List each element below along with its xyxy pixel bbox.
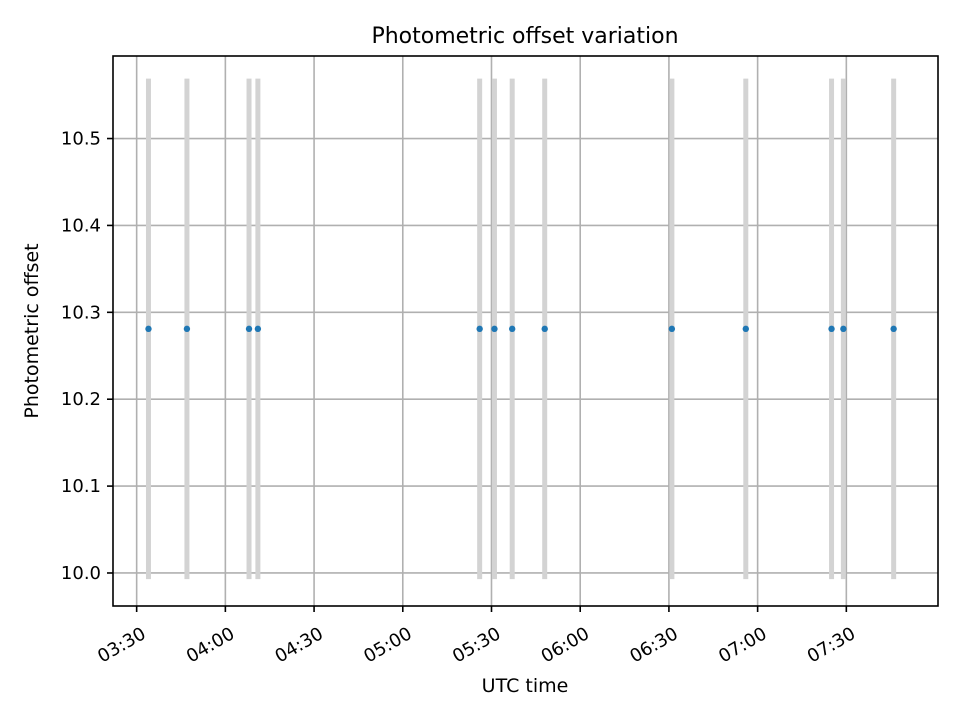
data-point — [508, 325, 516, 333]
data-point — [183, 325, 191, 333]
grid-lines — [113, 56, 938, 606]
x-tick-label: 07:00 — [715, 623, 770, 667]
chart-title: Photometric offset variation — [371, 24, 678, 49]
data-point — [145, 325, 152, 333]
data-point — [742, 325, 749, 333]
x-tick-label: 05:00 — [360, 623, 415, 667]
y-tick-label: 10.1 — [61, 476, 101, 497]
x-tick-label: 03:30 — [94, 623, 149, 667]
plot-frame — [112, 55, 939, 607]
data-point — [541, 325, 548, 333]
data-point — [668, 325, 676, 333]
tick-layer: 03:30 04:00 04:30 05:00 05:30 06:00 06:30 07:00… — [61, 129, 859, 668]
x-tick-label: 07:30 — [804, 623, 859, 667]
y-axis-label: Photometric offset — [21, 243, 43, 418]
y-tick-label: 10.0 — [61, 563, 101, 584]
x-tick-label: 04:30 — [272, 623, 327, 667]
y-tick-label: 10.4 — [61, 215, 101, 236]
x-tick-label: 05:30 — [449, 623, 504, 667]
y-tick-label: 10.3 — [61, 302, 101, 323]
y-tick-label: 10.2 — [61, 389, 101, 410]
data-point — [491, 325, 498, 333]
data-point — [245, 325, 253, 333]
data-point — [254, 325, 262, 333]
data-point — [890, 325, 897, 333]
x-tick-label: 06:00 — [538, 623, 593, 667]
x-tick-label: 04:00 — [183, 623, 238, 667]
data-point — [476, 325, 483, 333]
data-layer — [145, 78, 897, 580]
x-axis-label: UTC time — [482, 675, 569, 697]
data-point — [840, 325, 847, 333]
y-tick-label: 10.5 — [61, 129, 101, 150]
data-point — [828, 325, 835, 333]
x-tick-label: 06:30 — [626, 623, 681, 667]
